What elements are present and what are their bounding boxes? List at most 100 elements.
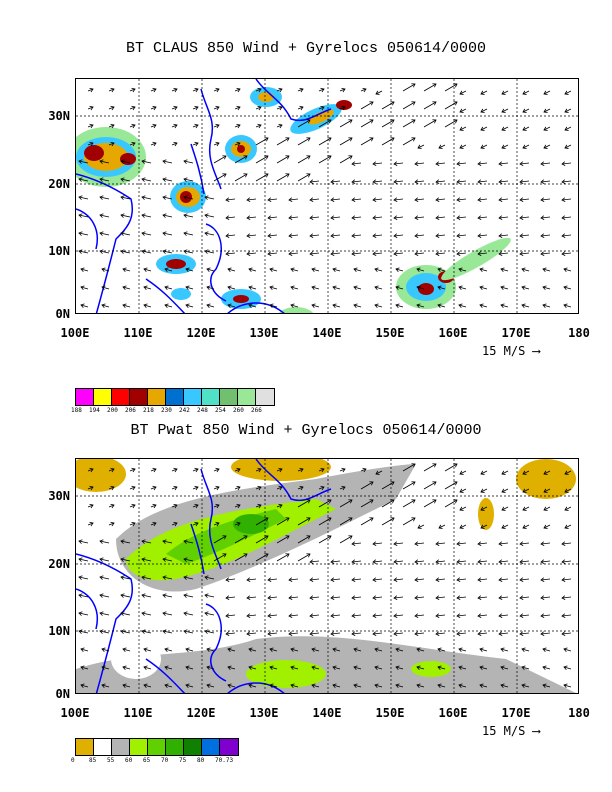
wind-vector bbox=[521, 268, 530, 272]
cloud-field bbox=[76, 87, 511, 313]
wind-vector-head bbox=[264, 553, 269, 558]
wind-vector bbox=[120, 540, 131, 544]
wind-vector-head bbox=[278, 503, 283, 509]
wind-vector bbox=[129, 486, 136, 490]
wind-vector bbox=[80, 268, 89, 272]
wind-vector-head bbox=[522, 108, 527, 113]
wind-vector-head bbox=[204, 611, 209, 616]
wind-vector-head bbox=[278, 485, 283, 491]
wind-vector-head bbox=[173, 503, 178, 509]
wind-vector-head bbox=[248, 665, 253, 671]
wind-vector bbox=[290, 304, 299, 308]
wind-vector-head bbox=[437, 303, 442, 309]
wind-vector bbox=[141, 558, 152, 562]
wind-vector bbox=[108, 88, 115, 92]
wind-vector bbox=[204, 250, 215, 254]
wind-vector bbox=[332, 268, 341, 272]
bottom-map-svg bbox=[76, 459, 578, 693]
wind-vector-head bbox=[152, 141, 157, 147]
wind-vector-head bbox=[416, 665, 421, 671]
wind-vector bbox=[225, 578, 236, 581]
wind-vector-head bbox=[453, 499, 458, 504]
wind-vector-head bbox=[414, 595, 419, 601]
wind-vector bbox=[297, 517, 311, 526]
wind-vector-head bbox=[194, 503, 199, 509]
wind-vector-head bbox=[110, 141, 115, 147]
wind-vector-head bbox=[101, 285, 106, 291]
wind-vector bbox=[87, 504, 94, 508]
wind-vector-head bbox=[542, 647, 547, 653]
wind-vector bbox=[498, 162, 509, 165]
wind-vector bbox=[372, 560, 383, 563]
wind-vector-head bbox=[152, 485, 157, 491]
wind-vector-head bbox=[278, 105, 283, 111]
wind-vector-head bbox=[278, 87, 283, 93]
colorbar-swatch bbox=[94, 739, 112, 755]
wind-vector-head bbox=[543, 488, 548, 493]
wind-vector bbox=[393, 180, 404, 183]
wind-vector bbox=[543, 524, 551, 529]
bottom-x-label-140e: 140E bbox=[312, 706, 342, 720]
wind-vector-head bbox=[501, 506, 506, 511]
wind-vector-head bbox=[456, 577, 461, 583]
wind-vector bbox=[80, 666, 89, 670]
wind-vector-head bbox=[522, 144, 527, 149]
wind-vector bbox=[459, 126, 467, 131]
wind-vector-head bbox=[120, 195, 125, 200]
wind-vector-head bbox=[477, 215, 482, 221]
wind-vector-head bbox=[372, 197, 377, 203]
wind-vector-head bbox=[540, 631, 545, 637]
wind-vector bbox=[435, 560, 446, 563]
wind-vector-head bbox=[561, 161, 566, 167]
wind-vector-head bbox=[122, 267, 127, 273]
wind-vector-head bbox=[99, 159, 104, 164]
wind-vector bbox=[564, 126, 572, 131]
wind-vector-head bbox=[101, 647, 106, 653]
wind-vector-head bbox=[290, 683, 295, 689]
wind-vector-head bbox=[227, 683, 232, 689]
wind-vector-head bbox=[285, 137, 290, 142]
wind-vector bbox=[423, 499, 437, 508]
wind-vector-head bbox=[320, 467, 325, 473]
wind-vector bbox=[206, 666, 215, 670]
wind-vector-head bbox=[183, 195, 188, 200]
grid bbox=[76, 459, 578, 693]
wind-vector bbox=[423, 101, 437, 110]
wind-vector-head bbox=[542, 303, 547, 309]
wind-vector-head bbox=[372, 251, 377, 257]
wind-vector bbox=[129, 522, 136, 526]
wind-vector-head bbox=[78, 611, 83, 616]
wind-vector-head bbox=[183, 593, 188, 598]
wind-vector-head bbox=[519, 595, 524, 601]
wind-vector-head bbox=[393, 251, 398, 257]
wind-vector bbox=[360, 468, 367, 472]
wind-vector-head bbox=[521, 647, 526, 653]
wind-vector bbox=[435, 632, 446, 635]
wind-vector bbox=[213, 142, 220, 146]
wind-vector-head bbox=[561, 577, 566, 583]
wind-vector bbox=[234, 106, 241, 110]
wind-vector bbox=[227, 684, 236, 688]
wind-vector-head bbox=[299, 87, 304, 93]
wind-vector-head bbox=[183, 177, 188, 182]
wind-vector-head bbox=[204, 213, 209, 218]
wind-vector-head bbox=[120, 575, 125, 580]
wind-vector bbox=[381, 517, 395, 526]
wind-vector bbox=[543, 470, 551, 475]
wind-vector-head bbox=[327, 155, 332, 160]
wind-vector-head bbox=[78, 539, 83, 544]
wind-vector bbox=[521, 648, 530, 652]
wind-vector-head bbox=[320, 485, 325, 491]
wind-vector-head bbox=[246, 595, 251, 601]
wind-vector bbox=[108, 522, 115, 526]
wind-vector-head bbox=[267, 233, 272, 239]
wind-vector-head bbox=[141, 231, 146, 236]
wind-vector bbox=[171, 124, 178, 128]
wind-vector-head bbox=[143, 303, 148, 309]
wind-vector-head bbox=[204, 195, 209, 200]
wind-vector-head bbox=[164, 285, 169, 291]
wind-vector bbox=[561, 216, 572, 219]
colorbar-swatch bbox=[148, 739, 166, 755]
wind-vector bbox=[372, 162, 383, 165]
wind-vector-head bbox=[477, 233, 482, 239]
